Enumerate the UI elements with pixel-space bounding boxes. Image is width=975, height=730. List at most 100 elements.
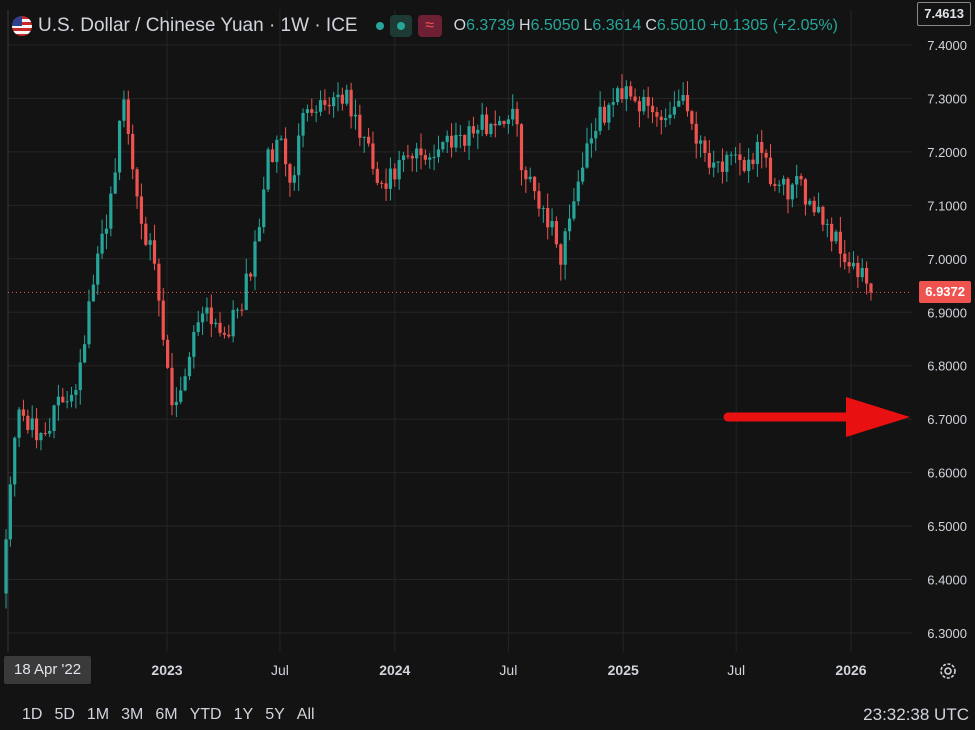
- candle-body: [275, 139, 279, 162]
- candle-body: [362, 136, 366, 138]
- candle-body: [135, 169, 139, 197]
- bottom-toolbar: 1D 5D 1M 3M 6M YTD 1Y 5Y All 23:32:38 UT…: [0, 700, 975, 730]
- candle-body: [48, 430, 52, 434]
- candle-body: [310, 109, 314, 113]
- market-status-badge[interactable]: [389, 15, 412, 37]
- candle-body: [454, 135, 458, 148]
- timeframe-1d[interactable]: 1D: [22, 706, 43, 723]
- candle-body: [69, 394, 74, 402]
- time-tick-label: Jul: [271, 662, 289, 678]
- candle-body: [432, 156, 436, 158]
- candle-body: [288, 164, 292, 183]
- candle-body: [642, 96, 646, 112]
- candle-body: [572, 201, 576, 219]
- candle-body: [532, 176, 537, 192]
- price-axis[interactable]: 7.4000 7.3000 7.2000 7.1000 7.0000 6.9000 6.80…: [927, 38, 967, 641]
- candle-body: [694, 123, 698, 144]
- timeframe-5y[interactable]: 5Y: [265, 706, 285, 723]
- candle-body: [484, 114, 489, 135]
- candle-body: [419, 148, 423, 156]
- candle-body: [690, 111, 694, 124]
- candle-body: [524, 170, 528, 180]
- candle-body: [449, 135, 454, 148]
- candle-body: [292, 175, 296, 183]
- candle-body: [502, 120, 506, 125]
- candle-body: [760, 141, 764, 153]
- candle-body: [8, 484, 12, 540]
- candle-body: [183, 376, 187, 391]
- candle-body: [707, 152, 711, 168]
- price-tick-label: 7.2000: [927, 145, 967, 160]
- candle-body: [336, 94, 340, 98]
- candle-body: [441, 142, 445, 150]
- timeframe-all[interactable]: All: [296, 706, 315, 723]
- timeframe-1y[interactable]: 1Y: [233, 706, 254, 723]
- candle-body: [96, 253, 100, 285]
- candle-body: [869, 283, 873, 293]
- candle-body: [297, 135, 301, 176]
- price-tick-label: 7.4000: [927, 38, 967, 53]
- candle-body: [305, 109, 310, 113]
- candle-body: [742, 160, 746, 172]
- settings-gear-icon[interactable]: [938, 661, 958, 681]
- candle-body: [445, 135, 449, 143]
- time-axis[interactable]: 2023 Jul 2024 Jul 2025 Jul 2026: [151, 662, 866, 678]
- candle-body: [240, 309, 244, 311]
- timeframe-ytd[interactable]: YTD: [189, 706, 222, 723]
- candle-body: [703, 140, 707, 153]
- candle-body: [301, 112, 305, 136]
- candle-body: [349, 89, 353, 117]
- candle-body: [541, 208, 545, 210]
- candle-body: [332, 97, 336, 107]
- candle-body: [655, 112, 659, 117]
- candle-body: [611, 102, 615, 105]
- candle-body: [615, 88, 620, 103]
- candle-body: [323, 100, 327, 105]
- candle-body: [423, 155, 427, 160]
- candle-body: [34, 418, 39, 441]
- candle-body: [327, 104, 331, 107]
- candle-body: [650, 105, 655, 113]
- candle-body: [257, 227, 261, 242]
- candle-body: [266, 149, 270, 190]
- price-tick-label: 6.5000: [927, 519, 967, 534]
- ohlc-values: O6.3739 H6.5050 L6.3614 C6.5010 +0.1305 …: [453, 17, 838, 34]
- candle-body: [519, 124, 524, 171]
- timeframe-5d[interactable]: 5D: [54, 706, 75, 723]
- candle-body: [166, 339, 170, 368]
- candle-body: [659, 116, 663, 121]
- candle-body: [856, 262, 860, 278]
- candle-body: [786, 178, 790, 200]
- timeframe-1m[interactable]: 1M: [86, 706, 110, 723]
- candle-body: [681, 94, 685, 101]
- candle-body: [629, 86, 633, 97]
- candle-body: [52, 405, 56, 431]
- candle-body: [384, 183, 388, 189]
- candle-body: [43, 433, 47, 435]
- timeframe-6m[interactable]: 6M: [155, 706, 178, 723]
- candle-body: [406, 155, 410, 157]
- candle-body: [620, 88, 624, 100]
- candle-body: [851, 262, 856, 267]
- candle-body: [314, 111, 318, 113]
- candle-body: [803, 179, 808, 205]
- candle-body: [187, 356, 192, 377]
- candle-body: [816, 206, 821, 213]
- candle-body: [371, 143, 375, 169]
- candle-body: [157, 263, 161, 301]
- candle-body: [249, 273, 253, 277]
- candle-body: [78, 362, 82, 391]
- utc-clock[interactable]: 23:32:38 UTC: [863, 705, 969, 724]
- symbol-title[interactable]: U.S. Dollar / Chinese Yuan · 1W · ICE: [38, 15, 358, 36]
- candle-body: [393, 168, 397, 180]
- candle-body: [244, 273, 248, 310]
- timeframe-3m[interactable]: 3M: [121, 706, 144, 723]
- candle-body: [598, 106, 602, 131]
- candle-body: [563, 231, 567, 265]
- compare-icon[interactable]: ≈: [417, 15, 442, 37]
- candle-body: [21, 409, 26, 416]
- candle-body: [781, 178, 786, 185]
- time-tick-label: 2025: [608, 662, 639, 678]
